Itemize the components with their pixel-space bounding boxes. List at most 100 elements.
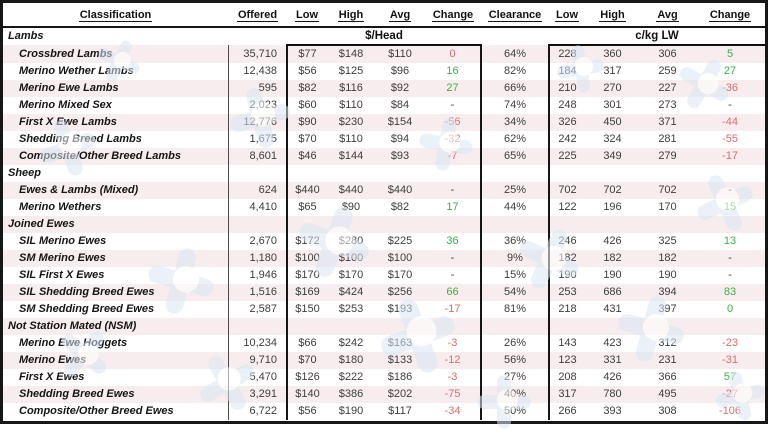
cell-head-high: $170 [338, 269, 364, 281]
cell-kg-avg: 190 [658, 269, 677, 281]
cell-head-avg: $110 [375, 45, 425, 63]
cell-blank [585, 318, 640, 335]
cell-blank [549, 216, 585, 233]
cell-offered: 3,291 [228, 386, 288, 403]
cell-blank [481, 27, 549, 45]
cell-kg-high: 423 [603, 337, 622, 349]
cell-head-avg: $225 [387, 235, 413, 247]
cell-kg-change: - [728, 99, 732, 111]
cell-kg-high: 360 [585, 45, 640, 63]
col-header-classification: Classification [3, 3, 228, 28]
cell-blank [481, 165, 550, 182]
cell-kg-avg: 227 [640, 80, 695, 97]
cell-kg-low: 326 [549, 114, 585, 131]
cell-head-high: $242 [338, 337, 364, 349]
cell-kg-high: 426 [603, 235, 622, 247]
cell-head-avg: $84 [390, 99, 410, 111]
cell-head-avg: $117 [388, 405, 412, 417]
cell-classification: First X Ewes [3, 369, 229, 386]
cell-head-low: $82 [287, 80, 327, 97]
cell-kg-avg: 312 [658, 337, 677, 349]
first-section-unit-row: Lambs $/Head c/kg LW [3, 27, 765, 46]
cell-clearance: 64% [481, 45, 550, 63]
cell-kg-high: 331 [585, 352, 640, 369]
section-title: Joined Ewes [3, 216, 229, 233]
cell-head-high: $230 [327, 114, 375, 131]
cell-kg-change: -44 [695, 114, 765, 131]
table-row: Merino Wethers 4,410 $65 $90 $82 17 44% … [3, 199, 765, 216]
cell-offered: 1,516 [228, 284, 288, 301]
cell-head-avg: $94 [390, 133, 410, 145]
cell-head-change: -7 [425, 148, 482, 165]
cell-kg-avg: 308 [658, 405, 677, 417]
cell-head-low: $140 [287, 386, 327, 403]
cell-kg-low: 210 [549, 80, 585, 97]
cell-classification: SIL Shedding Breed Ewes [3, 284, 229, 301]
cell-offered: 9,710 [228, 352, 288, 369]
cell-head-change: 16 [425, 63, 482, 80]
cell-kg-low: 208 [558, 371, 577, 383]
cell-head-low: $150 [295, 303, 320, 315]
cell-classification: Ewes & Lambs (Mixed) [3, 182, 229, 199]
cell-head-avg: $154 [375, 114, 425, 131]
cell-blank [228, 165, 288, 182]
cell-kg-low: 225 [549, 148, 585, 165]
cell-head-high: $386 [327, 386, 375, 403]
cell-head-low: $126 [295, 371, 320, 383]
cell-kg-high: 426 [603, 371, 622, 383]
cell-clearance: 40% [481, 386, 550, 403]
cell-head-low: $60 [298, 99, 317, 111]
cell-head-low: $66 [298, 337, 317, 349]
cell-head-high: $148 [327, 45, 375, 63]
cell-clearance: 65% [481, 148, 550, 165]
cell-head-avg: $82 [390, 201, 410, 213]
cell-clearance: 56% [481, 352, 550, 369]
cell-head-low: $56 [298, 405, 317, 417]
cell-head-change: 0 [425, 45, 482, 63]
cell-head-high: $190 [338, 405, 364, 417]
cell-classification: SIL First X Ewes [3, 267, 229, 284]
cell-kg-avg: 366 [658, 371, 677, 383]
cell-head-avg: $186 [387, 371, 413, 383]
cell-kg-change: -36 [695, 80, 765, 97]
cell-blank [549, 165, 585, 182]
cell-kg-avg: 306 [640, 45, 695, 63]
cell-blank [228, 318, 288, 335]
cell-offered: 2,023 [228, 97, 288, 114]
cell-head-change: 66 [425, 284, 482, 301]
cell-classification: Shedding Breed Ewes [3, 386, 229, 403]
cell-kg-change: -17 [695, 148, 765, 165]
cell-head-high: $90 [341, 201, 361, 213]
table-row: Merino Wether Lambs 12,438 $56 $125 $96 … [3, 63, 765, 80]
cell-head-low: $70 [287, 352, 327, 369]
cell-offered: 1,946 [228, 267, 288, 284]
col-header-kg-avg: Avg [640, 3, 695, 28]
cell-head-avg: $100 [375, 250, 425, 267]
cell-blank [585, 216, 640, 233]
cell-clearance: 54% [481, 284, 550, 301]
cell-kg-avg: 325 [658, 235, 677, 247]
cell-kg-high: 324 [603, 133, 622, 145]
cell-kg-low: 190 [558, 269, 577, 281]
table-row: SIL First X Ewes 1,946 $170 $170 $170 - … [3, 267, 765, 284]
cell-offered: 1,675 [228, 131, 288, 148]
cell-head-high: $100 [327, 250, 375, 267]
cell-kg-high: 780 [585, 386, 640, 403]
cell-kg-low: 246 [558, 235, 577, 247]
cell-blank [327, 165, 375, 182]
unit-label-per-head: $/Head [287, 27, 481, 46]
cell-classification: Shedding Breed Lambs [3, 131, 229, 148]
cell-blank [425, 216, 482, 233]
cell-head-change: 27 [425, 80, 482, 97]
cell-offered: 10,234 [228, 335, 288, 352]
cell-head-low: $100 [287, 250, 327, 267]
cell-clearance: 74% [481, 97, 550, 114]
cell-head-low: $170 [295, 269, 320, 281]
cell-kg-avg: 702 [640, 182, 695, 199]
cell-classification: Merino Ewe Hoggets [3, 335, 229, 352]
cell-blank [640, 165, 695, 182]
cell-classification: Crossbred Lambs [3, 45, 229, 63]
cell-clearance: 26% [481, 335, 550, 352]
cell-kg-avg: 273 [658, 99, 677, 111]
cell-classification: Merino Ewes [3, 352, 229, 369]
